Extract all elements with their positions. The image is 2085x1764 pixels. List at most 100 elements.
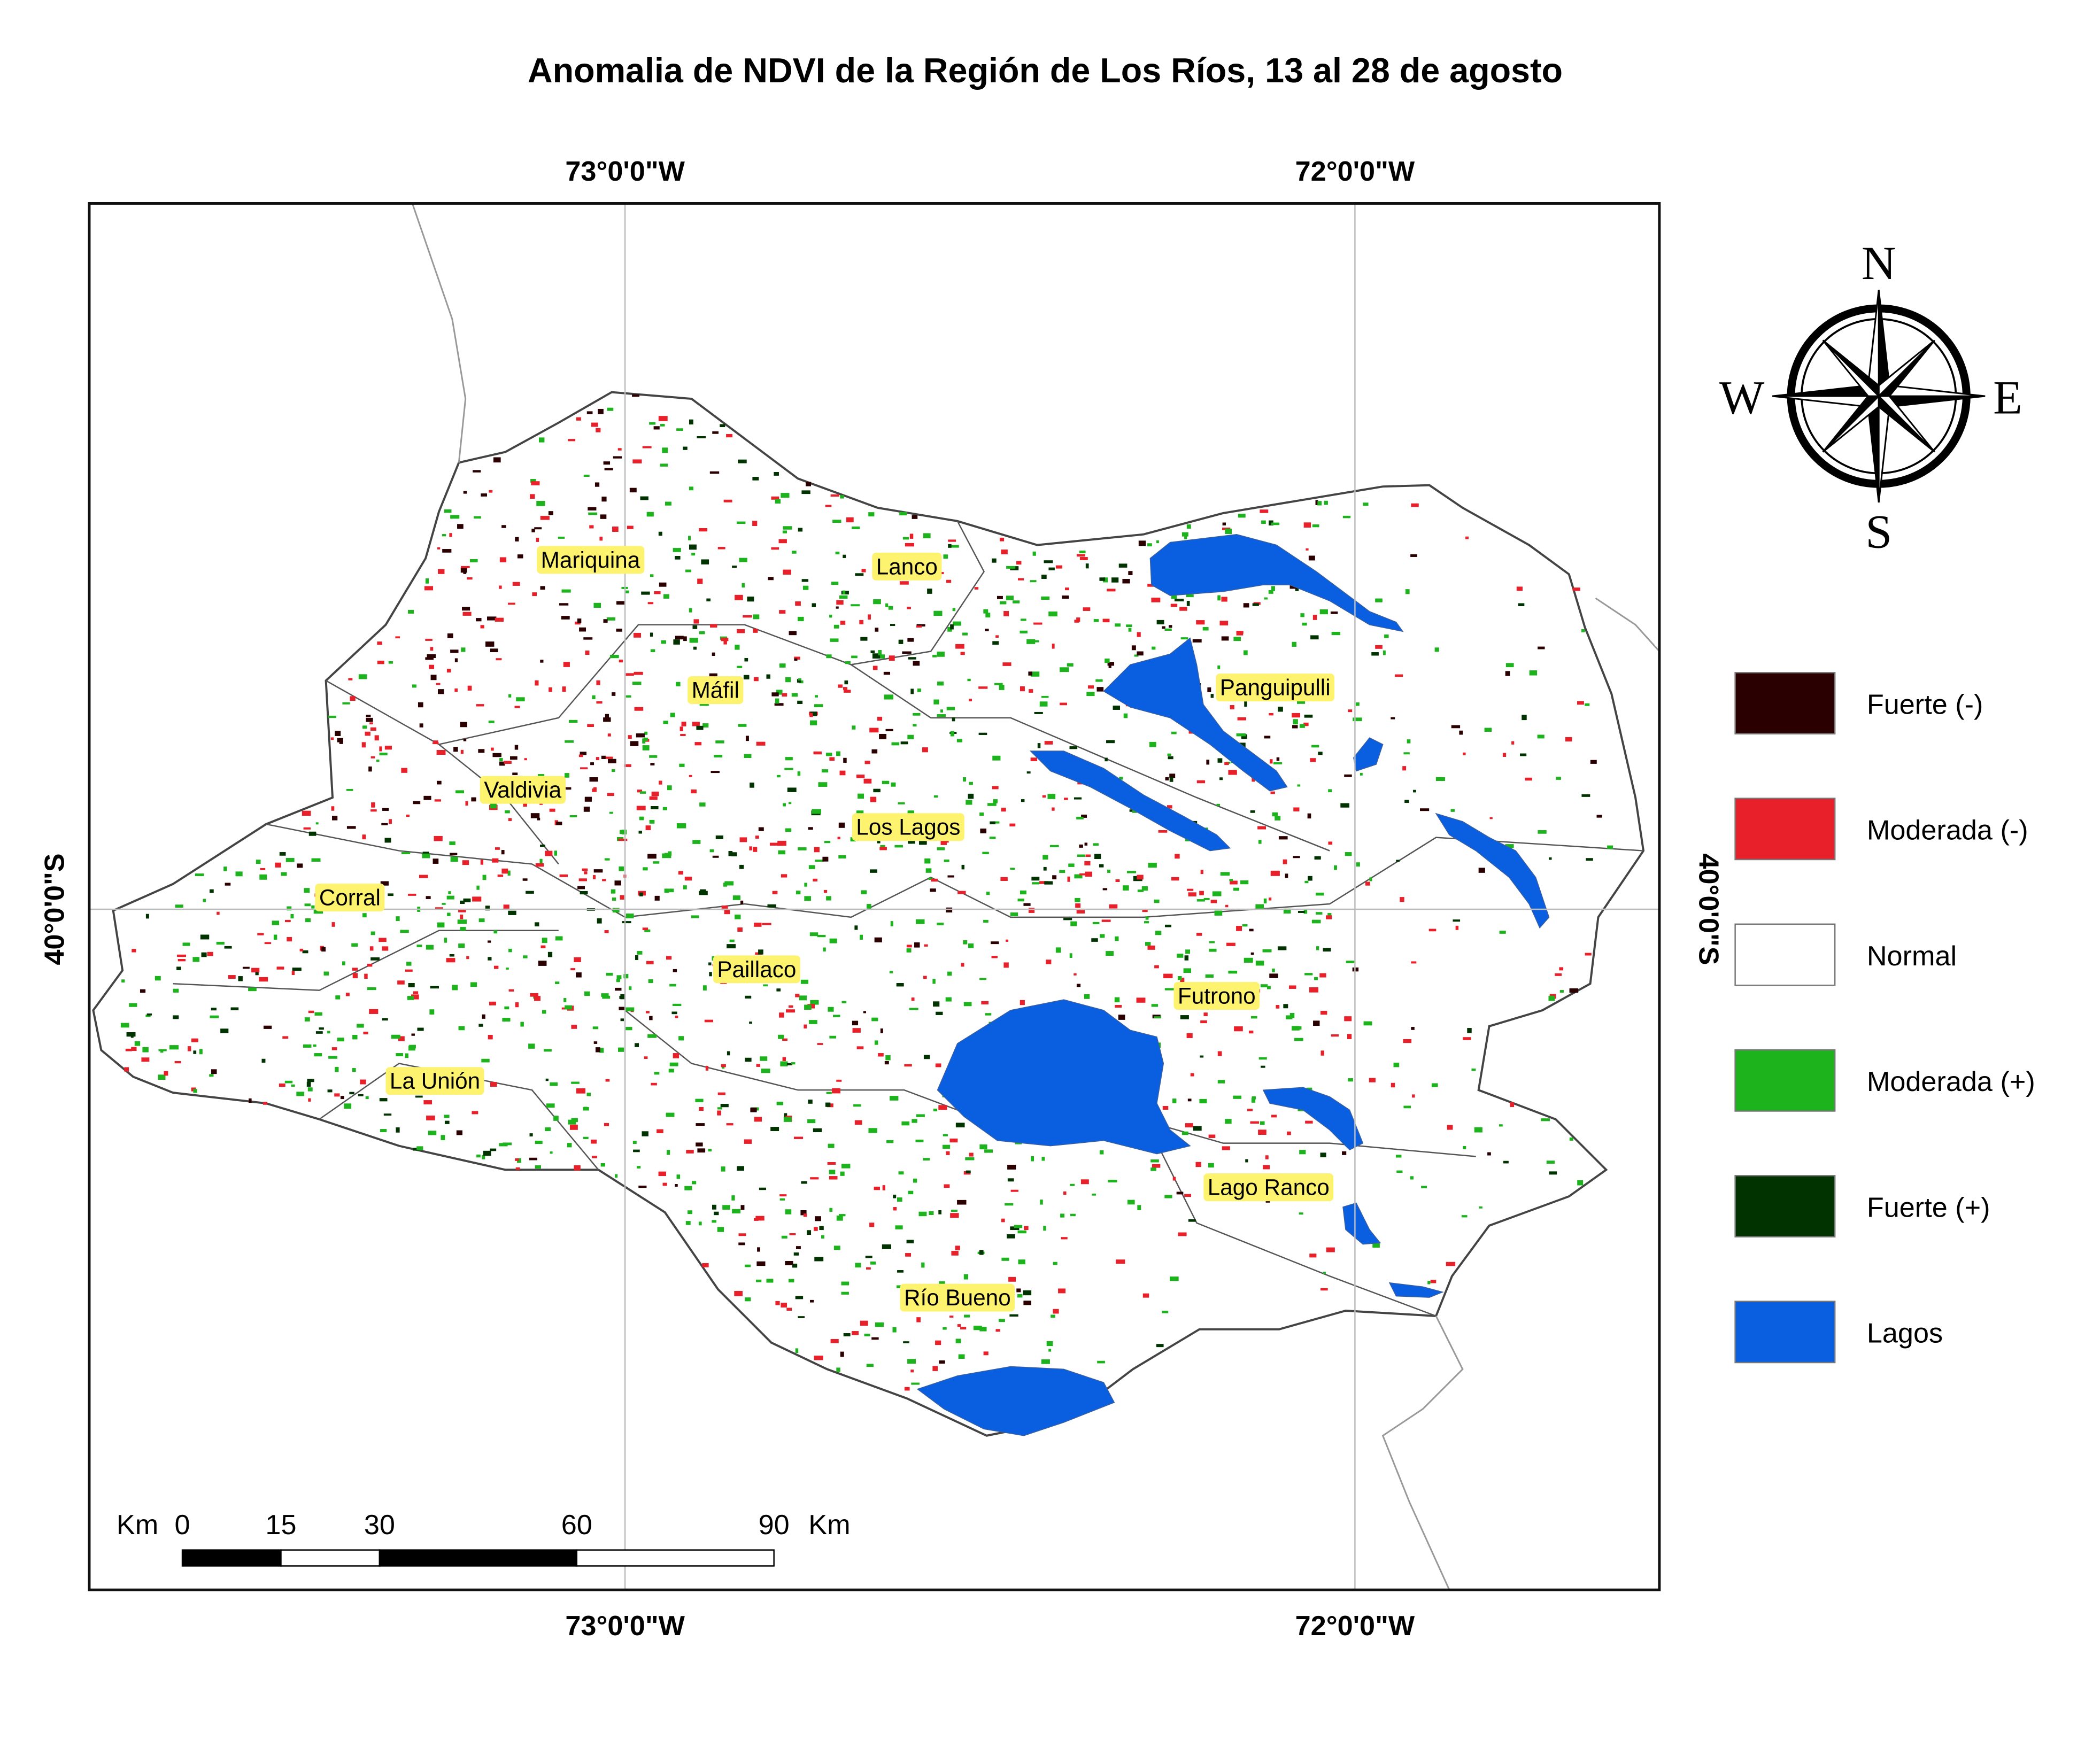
anomaly-pixel [905, 543, 915, 547]
anomaly-pixel [832, 1088, 841, 1094]
anomaly-pixel [897, 1270, 904, 1273]
anomaly-pixel [723, 499, 732, 502]
anomaly-pixel [303, 827, 311, 830]
anomaly-pixel [828, 1007, 834, 1012]
anomaly-pixel [979, 812, 984, 816]
anomaly-pixel [766, 674, 770, 679]
anomaly-pixel [492, 753, 501, 757]
anomaly-pixel [574, 957, 581, 962]
anomaly-pixel [835, 552, 840, 555]
anomaly-pixel [1403, 1105, 1411, 1109]
anomaly-pixel [1307, 813, 1311, 819]
lake [1029, 751, 1231, 852]
graticule-label: 40°0'0"S [40, 853, 71, 965]
anomaly-pixel [1119, 777, 1123, 780]
anomaly-pixel [900, 741, 908, 745]
anomaly-pixel [712, 652, 715, 656]
anomaly-pixel [1006, 939, 1009, 942]
anomaly-pixel [927, 589, 932, 594]
anomaly-pixel [1306, 548, 1309, 551]
anomaly-pixel [1155, 931, 1162, 935]
anomaly-pixel [462, 860, 469, 865]
anomaly-pixel [1356, 862, 1360, 867]
anomaly-pixel [493, 930, 498, 934]
anomaly-pixel [335, 1066, 339, 1072]
anomaly-pixel [999, 685, 1005, 690]
anomaly-pixel [777, 840, 786, 846]
anomaly-pixel [627, 525, 634, 529]
anomaly-pixel [1292, 1026, 1300, 1031]
anomaly-pixel [1186, 594, 1194, 598]
anomaly-pixel [731, 1195, 735, 1201]
anomaly-pixel [450, 649, 459, 653]
anomaly-pixel [1209, 941, 1215, 943]
anomaly-pixel [654, 1072, 660, 1075]
anomaly-pixel [374, 735, 379, 741]
anomaly-pixel [871, 1017, 878, 1022]
anomaly-pixel [697, 436, 706, 438]
anomaly-pixel [490, 803, 497, 809]
anomaly-pixel [1372, 1243, 1380, 1248]
anomaly-pixel [1328, 789, 1332, 793]
anomaly-pixel [1224, 762, 1229, 765]
anomaly-pixel [937, 681, 944, 686]
anomaly-pixel [1179, 607, 1187, 611]
anomaly-pixel [480, 860, 484, 865]
anomaly-pixel [1283, 1004, 1288, 1009]
anomaly-pixel [1043, 866, 1047, 871]
anomaly-pixel [1230, 705, 1234, 709]
anomaly-pixel [495, 847, 500, 850]
anomaly-pixel [662, 853, 671, 858]
anomaly-pixel [158, 1074, 166, 1080]
anomaly-pixel [987, 803, 997, 806]
anomaly-pixel [890, 921, 893, 926]
anomaly-pixel [1040, 1200, 1043, 1205]
anomaly-pixel [134, 1041, 141, 1046]
anomaly-pixel [1154, 899, 1160, 903]
anomaly-pixel [1260, 1121, 1265, 1125]
anomaly-pixel [632, 1141, 637, 1144]
anomaly-pixel [851, 604, 860, 607]
anomaly-pixel [949, 1138, 958, 1143]
anomaly-pixel [647, 602, 654, 605]
anomaly-pixel [368, 766, 372, 772]
anomaly-pixel [930, 888, 936, 892]
anomaly-pixel [1412, 1094, 1415, 1098]
anomaly-pixel [836, 1079, 842, 1082]
anomaly-pixel [1247, 1109, 1253, 1111]
anomaly-pixel [344, 1103, 352, 1109]
anomaly-pixel [795, 994, 800, 997]
anomaly-pixel [1328, 841, 1333, 845]
anomaly-pixel [797, 700, 803, 705]
anomaly-pixel [923, 1055, 930, 1059]
anomaly-pixel [1221, 597, 1227, 602]
anomaly-pixel [546, 1103, 555, 1108]
anomaly-pixel [1147, 543, 1152, 547]
anomaly-pixel [405, 969, 413, 972]
anomaly-pixel [623, 974, 629, 979]
anomaly-pixel [693, 646, 697, 650]
anomaly-pixel [612, 769, 615, 772]
compass-star [1772, 289, 1986, 503]
anomaly-pixel [305, 918, 311, 923]
anomaly-pixel [807, 1119, 816, 1124]
anomaly-pixel [778, 539, 787, 544]
anomaly-pixel [983, 919, 989, 923]
anomaly-pixel [1030, 757, 1038, 761]
anomaly-pixel [1537, 734, 1545, 739]
anomaly-pixel [801, 490, 810, 494]
anomaly-pixel [1108, 1180, 1117, 1183]
anomaly-pixel [454, 658, 458, 662]
anomaly-pixel [1293, 719, 1298, 725]
anomaly-pixel [667, 785, 672, 791]
anomaly-pixel [785, 1209, 792, 1214]
anomaly-pixel [1041, 1359, 1050, 1364]
anomaly-pixel [683, 446, 688, 450]
anomaly-pixel [738, 1242, 745, 1245]
town-label: Río Bueno [904, 1285, 1011, 1310]
anomaly-pixel [1109, 904, 1118, 909]
anomaly-pixel [1190, 1073, 1194, 1077]
anomaly-pixel [1075, 898, 1080, 902]
anomaly-pixel [259, 874, 267, 880]
anomaly-pixel [1344, 774, 1352, 777]
